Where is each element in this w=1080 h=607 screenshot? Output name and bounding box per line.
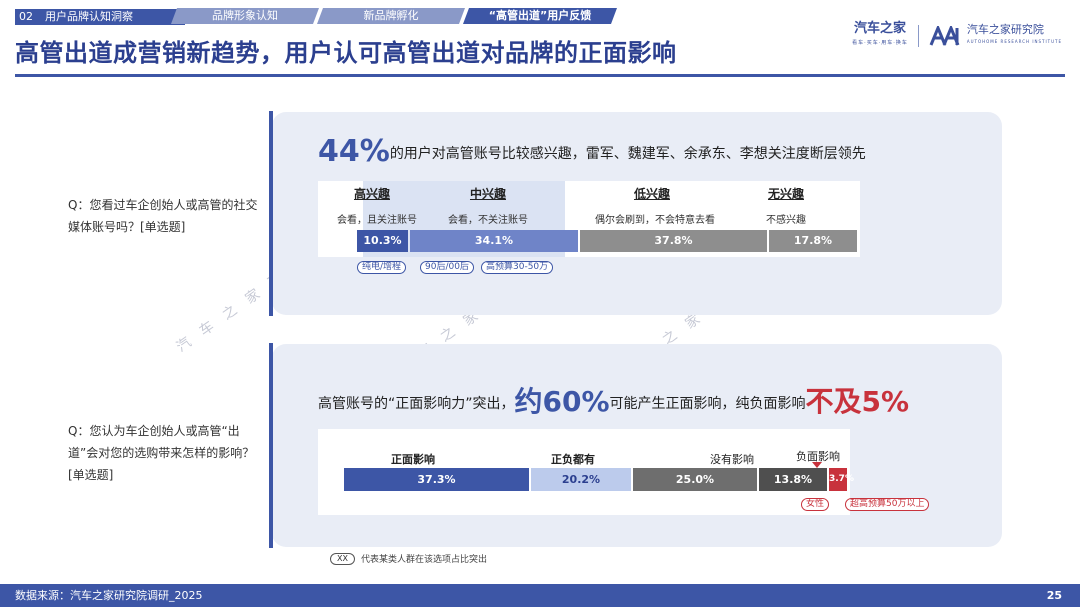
bar-negative: 3.7% — [829, 468, 854, 491]
bar-no-effect: 25.0% — [633, 468, 757, 491]
nav-step-executive-feedback[interactable]: “高管出道”用户反馈 — [463, 8, 617, 24]
page-number: 25 — [1046, 589, 1062, 602]
segment-tag: 高预算30-50万 — [481, 261, 554, 274]
top-nav: 02 用户品牌认知洞察 — [15, 8, 185, 25]
category-mixed: 正负都有 — [551, 453, 595, 466]
bar-mid-interest: 34.1% — [410, 230, 578, 252]
nav-step-brand-image[interactable]: 品牌形象认知 — [171, 8, 319, 24]
desc-no-interest: 不感兴趣 — [766, 215, 806, 226]
desc-mid-interest: 会看，不关注账号 — [448, 215, 528, 226]
negative-pointer-icon — [812, 462, 822, 468]
section-label: 用户品牌认知洞察 — [37, 8, 185, 25]
desc-low-interest: 偶尔会刷到，不会特意去看 — [595, 215, 715, 226]
segment-tag: 超高预算50万以上 — [845, 498, 930, 511]
logos: 汽车之家 看车·买车·用车·换车 汽车之家研究院 AUTOHOME RESEAR… — [852, 22, 1062, 50]
category-positive: 正面影响 — [391, 453, 435, 466]
question-2: Q：您认为车企创始人或高管“出道”会对您的选购带来怎样的影响？[单选题] — [68, 424, 255, 482]
bar-no-interest: 17.8% — [769, 230, 857, 252]
category-negative: 负面影响 — [796, 450, 840, 463]
footer: 数据来源：汽车之家研究院调研_2025 25 — [0, 584, 1080, 607]
legend: XX 代表某类人群在该选项占比突出 — [330, 552, 487, 565]
question-1: Q：您看过车企创始人或高管的社交媒体账号吗？[单选题] — [68, 198, 258, 234]
section-number: 02 — [15, 8, 37, 25]
headline-1-text: 的用户对高管账号比较感兴趣，雷军、魏建军、余承东、李想关注度断层领先 — [389, 146, 866, 162]
bar-no-effect-2: 13.8% — [759, 468, 827, 491]
title-divider — [15, 74, 1065, 77]
segment-tag: 女性 — [801, 498, 830, 511]
headline-1-percent: 44% — [318, 134, 390, 169]
category-high-interest: 高兴趣 — [353, 187, 390, 201]
desc-high-interest: 会看，且关注账号 — [337, 215, 417, 226]
segment-tag: 90后/00后 — [420, 261, 474, 274]
research-institute-mark-icon — [929, 26, 960, 46]
bar-mixed: 20.2% — [531, 468, 631, 491]
headline-2: 高管账号的“正面影响力”突出，约60%可能产生正面影响，纯负面影响不及5% — [318, 385, 910, 418]
segment-tag: 纯电/增程 — [357, 261, 407, 274]
legend-sample-tag: XX — [330, 552, 355, 565]
bar-high-interest: 10.3% — [357, 230, 408, 252]
data-source: 数据来源：汽车之家研究院调研_2025 — [15, 589, 203, 602]
category-no-effect: 没有影响 — [710, 453, 754, 466]
page-title: 高管出道成营销新趋势，用户认可高管出道对品牌的正面影响 — [15, 39, 677, 67]
category-no-interest: 无兴趣 — [767, 187, 804, 201]
panel-accent-bar — [269, 111, 273, 316]
headline-1: 44%的用户对高管账号比较感兴趣，雷军、魏建军、余承东、李想关注度断层领先 — [318, 134, 866, 169]
chart-1-bg — [318, 181, 363, 257]
category-low-interest: 低兴趣 — [633, 187, 670, 201]
research-institute-logo: 汽车之家研究院 AUTOHOME RESEARCH INSTITUTE — [966, 23, 1062, 45]
legend-text: 代表某类人群在该选项占比突出 — [360, 555, 487, 565]
autohome-logo: 汽车之家 看车·买车·用车·换车 — [852, 21, 908, 47]
category-mid-interest: 中兴趣 — [469, 187, 506, 201]
logo-separator — [917, 25, 919, 47]
nav-step-new-brand[interactable]: 新品牌孵化 — [317, 8, 465, 24]
panel-accent-bar — [269, 343, 273, 548]
bar-positive: 37.3% — [344, 468, 529, 491]
bar-low-interest: 37.8% — [580, 230, 767, 252]
